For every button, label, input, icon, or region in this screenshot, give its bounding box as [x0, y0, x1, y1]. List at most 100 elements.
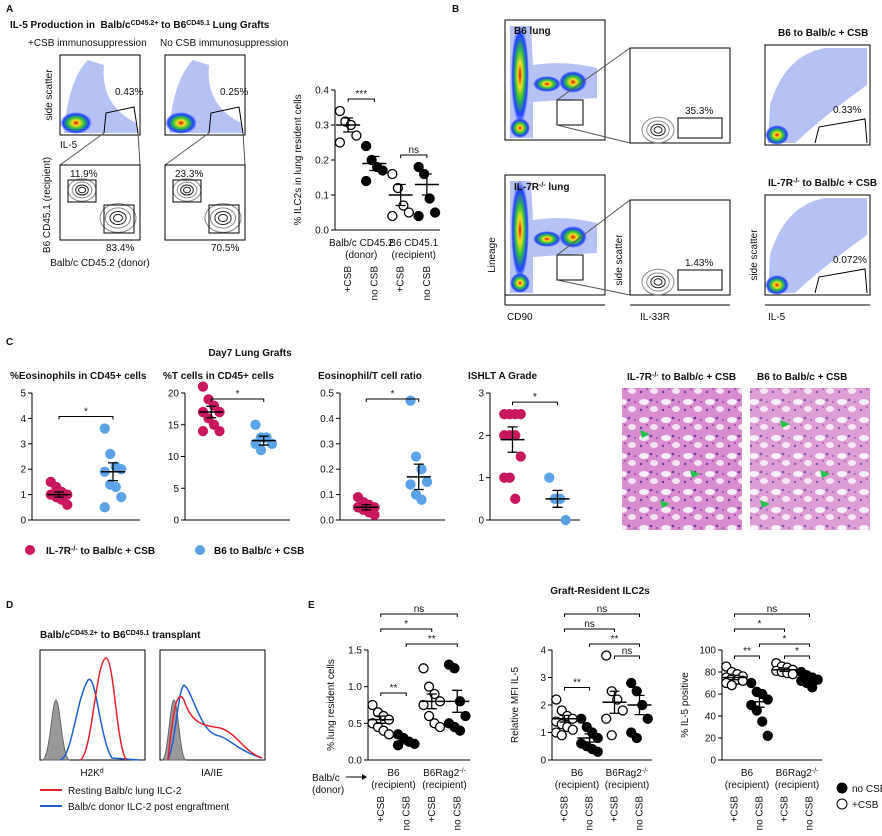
donor-label: (donor) [312, 785, 344, 796]
density [511, 180, 529, 280]
data-point [197, 425, 209, 437]
group-label-part: B6Rag2 [423, 768, 460, 779]
axis-label: Lineage [487, 237, 498, 273]
data-point [423, 681, 435, 692]
data-point [434, 721, 446, 733]
data-point [515, 409, 526, 420]
contour [176, 181, 198, 199]
data-point [392, 740, 404, 751]
plot-title-part: IL-7R [768, 178, 794, 189]
y-tick-label: 0.0 [315, 226, 329, 237]
error-bar [729, 674, 740, 681]
y-tick-label: 0 [478, 516, 484, 527]
panel-title-part: transplant [149, 630, 201, 641]
data-point [421, 476, 433, 488]
y-tick-label: 0.1 [315, 191, 329, 202]
data-point [807, 682, 818, 693]
y-tick-label: 0.2 [315, 156, 329, 167]
density [765, 275, 789, 295]
y-tick-label: 0.0 [320, 516, 334, 527]
axis-label: side scatter [614, 234, 625, 286]
error-bar [413, 463, 424, 491]
x-tick-label: +CSB [427, 796, 438, 823]
group-label: B6Rag2-/- [776, 768, 819, 780]
y-tick-label: 2 [540, 701, 546, 712]
group-label: B6 CD45.1 [389, 238, 438, 249]
group-label: (recipient) [555, 780, 599, 791]
significance-bracket [405, 643, 458, 647]
significance-label: ** [743, 646, 751, 657]
y-tick-label: 5 [20, 389, 26, 400]
gate-percent: 83.4% [106, 243, 134, 254]
legend-marker [836, 782, 848, 794]
group-label: B6Rag2-/- [606, 768, 649, 780]
x-tick-label: +CSB [343, 266, 354, 293]
contour [650, 275, 666, 289]
error-bar [609, 690, 620, 714]
data-point [110, 481, 121, 493]
contour [650, 123, 666, 137]
significance-bracket [784, 655, 810, 659]
significance-bracket [512, 401, 558, 406]
plot-title-part: lung [546, 182, 570, 193]
data-point [510, 493, 521, 504]
y-tick-label: 2 [478, 431, 484, 442]
significance-label: * [236, 389, 240, 400]
significance-bracket [564, 613, 640, 617]
gate-percent: 1.43% [685, 258, 713, 269]
significance-label: * [795, 646, 799, 657]
significance-label: * [84, 407, 88, 418]
gate-percent: 0.33% [833, 105, 861, 116]
chart-title: %Eosinophils in CD45+ cells [10, 371, 147, 382]
data-point [642, 713, 653, 724]
significance-bracket [380, 692, 407, 696]
contour [180, 184, 194, 196]
error-bar [258, 435, 269, 446]
gate [172, 179, 202, 203]
group-label: (recipient) [371, 780, 415, 791]
data-point [208, 419, 220, 430]
contour [218, 213, 228, 223]
data-point [631, 686, 642, 697]
data-point [787, 669, 798, 680]
donor-label: Balb/c [312, 773, 340, 784]
density [510, 273, 530, 293]
chart-title: Eosinophil/T cell ratio [318, 371, 422, 382]
x-tick-label: no CSB [452, 796, 463, 831]
data-point [387, 210, 398, 222]
group-label: (donor) [345, 250, 377, 261]
group-label: (recipient) [725, 780, 769, 791]
x-tick-label: +CSB [610, 796, 621, 823]
error-bar [754, 695, 765, 708]
data-point [410, 451, 422, 462]
y-axis-label: % lung resident cells [326, 659, 337, 751]
gate-percent: 0.25% [220, 87, 248, 98]
legend-label-part: to Balb/c + CSB [78, 546, 156, 557]
group-label-part: B6Rag2 [606, 768, 643, 779]
significance-bracket [210, 398, 265, 402]
axis-label: Balb/c CD45.2 (donor) [50, 258, 150, 269]
data-point [197, 381, 209, 392]
condition-label: +CSB immunosuppression [28, 38, 147, 49]
legend-label: Resting Balb/c lung ILC-2 [68, 786, 182, 797]
group-label: (recipient) [392, 250, 436, 261]
significance-bracket [734, 613, 810, 617]
error-bar [426, 693, 437, 710]
data-point [423, 710, 435, 722]
y-tick-label: 0.5 [320, 389, 334, 400]
panel-title-part: Balb/c [40, 630, 70, 641]
group-label: (recipient) [422, 780, 466, 791]
data-point [266, 438, 278, 449]
histogram-isotype [41, 699, 71, 761]
gate-percent: 0.072% [833, 255, 867, 266]
histogram-frame [39, 649, 146, 761]
histology-image [750, 388, 870, 530]
y-tick-label: 0 [173, 516, 179, 527]
significance-bracket [734, 655, 760, 659]
y-tick-label: 0.4 [320, 414, 334, 425]
y-tick-label: 20 [168, 389, 180, 400]
significance-bracket [365, 398, 420, 402]
contour [99, 203, 137, 233]
panel-title-part: to B6 [158, 20, 186, 31]
